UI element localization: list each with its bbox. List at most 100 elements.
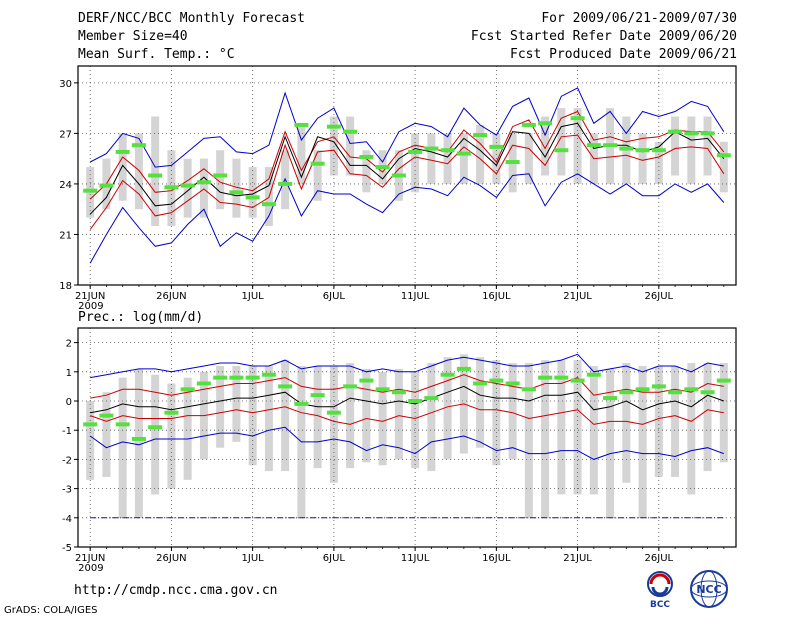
prec-spread-bar	[346, 363, 355, 469]
temp-forecast-marker	[294, 122, 309, 127]
temp-ytick-label: 21	[59, 230, 72, 241]
prec-spread-bar	[411, 371, 420, 469]
prec-spread-bar	[524, 363, 533, 518]
prec-forecast-marker	[213, 375, 228, 380]
prec-xtick-label: 26JUN	[156, 553, 186, 564]
prec-forecast-marker	[196, 381, 211, 386]
temp-forecast-marker	[326, 124, 341, 129]
prec-forecast-marker	[619, 390, 634, 395]
temp-plot-frame	[77, 65, 737, 286]
prec-xtick-label: 26JUL	[645, 553, 674, 564]
temp-forecast-marker	[619, 146, 634, 151]
temp-forecast-marker	[521, 122, 536, 127]
source-url[interactable]: http://cmdp.ncc.cma.gov.cn	[74, 583, 278, 598]
temp-spread-bar	[476, 124, 485, 184]
temp-forecast-marker	[375, 165, 390, 170]
prec-xtick-label: 1JUL	[242, 553, 265, 564]
temp-upper-quartile-line	[89, 110, 725, 200]
temp-forecast-marker	[148, 173, 163, 178]
forecast-period: For 2009/06/21-2009/07/30	[541, 11, 737, 26]
prec-spread-bar	[654, 365, 663, 477]
prec-forecast-marker	[261, 372, 276, 377]
prec-forecast-marker	[115, 422, 130, 427]
prec-spread-bar	[622, 363, 631, 483]
prec-spread-bar	[687, 363, 696, 495]
ncc-logo: NCC	[690, 570, 728, 608]
prec-spread-bar	[378, 371, 387, 466]
prec-ytick-label: 1	[66, 368, 72, 379]
prec-spread-bar	[281, 360, 290, 472]
prec-spread-bar	[638, 365, 647, 518]
prec-forecast-marker	[668, 390, 683, 395]
prec-forecast-marker	[391, 390, 406, 395]
prec-spread-bar	[362, 368, 371, 463]
temp-forecast-marker	[424, 146, 439, 151]
prec-forecast-marker	[408, 399, 423, 403]
temp-extreme-max-line	[89, 87, 725, 168]
prec-forecast-marker	[570, 378, 585, 383]
prec-spread-bar	[313, 365, 322, 469]
prec-forecast-marker	[635, 387, 650, 392]
prec-forecast-marker	[375, 387, 390, 392]
temp-spread-bar	[362, 150, 371, 193]
temp-forecast-marker	[489, 144, 504, 149]
temp-forecast-marker	[229, 190, 244, 195]
prec-forecast-marker	[538, 375, 553, 380]
prec-spread-bar	[476, 357, 485, 448]
chart-title: DERF/NCC/BCC Monthly Forecast	[78, 11, 305, 26]
prec-upper-quartile-line	[90, 374, 724, 399]
temp-forecast-marker	[440, 148, 455, 153]
prec-forecast-marker	[326, 410, 341, 415]
temp-forecast-marker	[603, 143, 618, 148]
prec-forecast-marker	[684, 387, 699, 392]
prec-spread-bar	[102, 392, 111, 477]
temp-forecast-marker	[456, 151, 471, 156]
temp-forecast-marker	[115, 149, 130, 154]
temperature-panel: 18 21 24 27 30 21JUN 26JUN 1JUL 6JUL 11JUL 16JUL 21…	[59, 65, 737, 312]
temp-forecast-marker	[196, 180, 211, 185]
temp-forecast-marker	[473, 133, 488, 138]
temp-forecast-marker	[310, 161, 325, 166]
prec-xtick-label: 11JUL	[401, 553, 430, 564]
prec-spread-bar	[183, 377, 192, 480]
temp-forecast-marker	[278, 181, 293, 186]
prec-spread-bar	[118, 377, 127, 518]
forecast-start-date: Fcst Started Refer Date 2009/06/20	[470, 29, 737, 44]
temp-spread-bar	[443, 133, 452, 184]
prec-spread-bar	[589, 365, 598, 495]
prec-ytick-label: -2	[62, 455, 72, 466]
prec-xtick-label: 6JUL	[323, 553, 346, 564]
prec-forecast-marker	[505, 381, 520, 386]
prec-forecast-marker	[456, 366, 471, 371]
temp-spread-bar	[459, 133, 468, 184]
temp-year-label: 2009	[78, 301, 103, 312]
svg-text:BCC: BCC	[650, 600, 670, 609]
temp-forecast-marker	[554, 148, 569, 153]
temp-spread-bar	[557, 108, 566, 176]
temp-forecast-marker	[359, 154, 374, 159]
temp-forecast-marker	[651, 148, 666, 153]
temp-spread-bar	[216, 150, 225, 210]
prec-forecast-marker	[554, 375, 569, 380]
temp-forecast-marker	[635, 148, 650, 153]
temp-xtick-label: 26JUN	[156, 291, 186, 302]
temp-spread-bar	[199, 158, 208, 218]
temp-forecast-marker	[391, 173, 406, 178]
prec-extreme-max-line	[90, 353, 724, 379]
prec-spread-bar	[606, 368, 615, 518]
temp-ytick-label: 30	[59, 79, 72, 90]
prec-forecast-marker	[586, 372, 601, 377]
temp-forecast-marker	[83, 188, 98, 193]
temp-spread-bar	[183, 158, 192, 218]
prec-forecast-marker	[180, 387, 195, 392]
prec-forecast-marker	[424, 396, 439, 401]
prec-xtick-label: 21JUN	[75, 553, 105, 564]
temp-xtick-label: 26JUL	[645, 291, 674, 302]
prec-ytick-label: -3	[62, 485, 72, 496]
prec-ytick-label: 0	[66, 397, 72, 408]
temp-spread-bar	[703, 116, 712, 176]
prec-lower-quartile-line	[90, 403, 724, 425]
prec-forecast-marker	[99, 413, 114, 418]
temp-forecast-marker	[700, 131, 715, 136]
precip-variable-label: Prec.: log(mm/d)	[78, 310, 203, 325]
